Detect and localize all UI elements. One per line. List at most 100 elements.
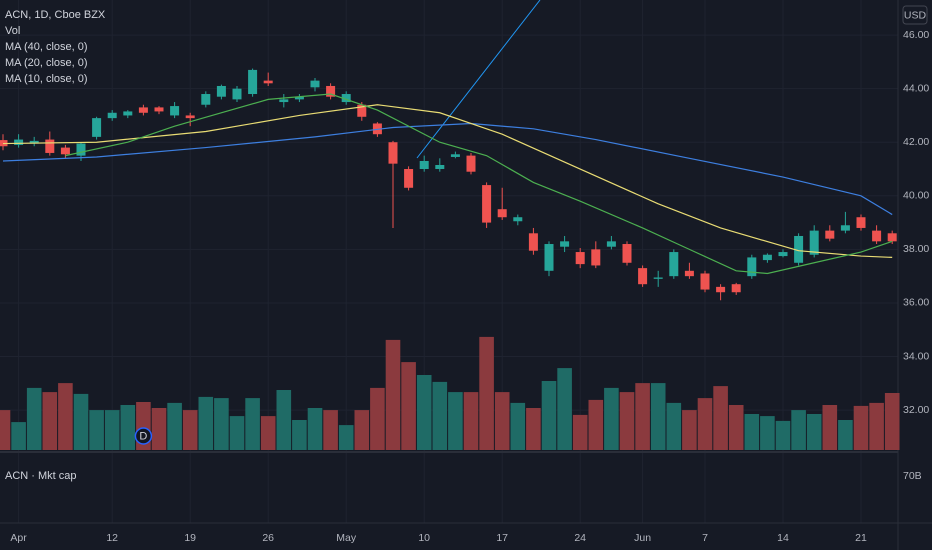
candle-body <box>263 80 273 84</box>
candle-body <box>887 233 897 242</box>
event-marker[interactable] <box>134 427 153 445</box>
candle-body <box>45 139 55 153</box>
candle-body <box>466 155 476 172</box>
volume-bar <box>682 410 697 450</box>
candle-body <box>560 241 570 247</box>
y-tick-label: 32.00 <box>903 404 929 416</box>
volume-legend[interactable]: Vol <box>5 25 20 37</box>
x-tick-label: Jun <box>634 532 651 544</box>
candle-body <box>185 115 195 119</box>
volume-bar <box>822 405 838 450</box>
volume-bar <box>494 392 510 450</box>
volume-bar <box>463 392 479 450</box>
x-tick-label: 19 <box>184 532 196 544</box>
candle-body <box>232 88 242 100</box>
candle-body <box>528 233 538 251</box>
candle-body <box>92 118 102 137</box>
volume-bar <box>416 375 432 450</box>
currency: USD <box>904 9 927 21</box>
volume-bar <box>11 422 26 450</box>
candle-body <box>747 257 757 277</box>
y-tick-label: 40.00 <box>903 190 929 202</box>
candle-body <box>294 96 304 100</box>
x-tick-label: Apr <box>10 532 27 544</box>
volume-bar <box>775 420 791 450</box>
lower-pane-label[interactable]: ACN · Mkt cap <box>5 470 77 482</box>
volume-bar <box>292 420 307 450</box>
volume-bar <box>26 387 42 450</box>
candle-body <box>14 139 24 145</box>
x-tick-label: 12 <box>106 532 118 544</box>
volume-bar <box>338 425 354 450</box>
volume-bar <box>260 416 276 450</box>
candle-body <box>138 107 148 113</box>
candle-body <box>310 80 320 88</box>
y-tick-label: 36.00 <box>903 297 929 309</box>
ma-legend[interactable]: MA (40, close, 0) <box>5 41 88 53</box>
candle-body <box>435 165 445 170</box>
candle-body <box>154 107 164 112</box>
x-tick-label: 21 <box>855 532 867 544</box>
candle-body <box>170 106 180 116</box>
volume-bar <box>198 396 214 450</box>
volume-bar <box>323 410 338 450</box>
candle-body <box>341 94 351 103</box>
volume-bar <box>760 416 775 450</box>
ma-line <box>65 93 893 275</box>
volume-bar <box>572 414 588 450</box>
candle-body <box>419 160 429 170</box>
candle-body <box>76 143 86 156</box>
volume-bar <box>697 398 713 450</box>
candle-body <box>404 169 414 188</box>
volume-bar <box>728 405 744 450</box>
candle-body <box>778 252 788 257</box>
candle-body <box>326 85 336 97</box>
x-tick-label: 7 <box>702 532 708 544</box>
candle-body <box>544 244 554 271</box>
volume-bar <box>167 402 182 450</box>
volume-bar <box>448 392 463 450</box>
y-tick-label: 34.00 <box>903 350 929 362</box>
volume-bar <box>42 392 58 450</box>
symbol-title[interactable]: ACN, 1D, Cboe BZX <box>5 9 106 21</box>
candle-body <box>653 277 663 279</box>
currency-box[interactable] <box>902 5 928 25</box>
candle-body <box>450 154 460 157</box>
volume-bar <box>557 368 572 450</box>
candle-body <box>856 217 866 228</box>
candle-body <box>279 99 289 103</box>
volume-bar <box>245 398 260 450</box>
volume-bar <box>791 410 806 450</box>
candle-body <box>622 244 632 263</box>
volume-bar <box>541 381 557 450</box>
trend-line-drawing[interactable] <box>416 0 541 159</box>
candle-body <box>684 270 694 277</box>
volume-bar <box>884 393 900 450</box>
y-tick-label: 42.00 <box>903 136 929 148</box>
candle-body <box>107 112 117 119</box>
volume-bar <box>73 393 89 450</box>
ma-legend[interactable]: MA (20, close, 0) <box>5 57 88 69</box>
volume-bar <box>479 336 494 450</box>
volume-bar <box>354 410 370 450</box>
y-tick-label: 46.00 <box>903 29 929 41</box>
candle-body <box>201 94 211 105</box>
volume-bar <box>838 420 853 450</box>
candle-body <box>575 252 585 265</box>
volume-bar <box>510 402 526 450</box>
volume-bar <box>853 405 869 450</box>
x-tick-label: 24 <box>574 532 586 544</box>
candle-body <box>700 273 710 290</box>
event-label: D <box>139 430 147 442</box>
ma-legend[interactable]: MA (10, close, 0) <box>5 73 88 85</box>
volume-bar <box>229 416 245 450</box>
candle-body <box>606 241 616 247</box>
volume-bar <box>58 383 73 450</box>
candle-body <box>248 69 258 95</box>
volume-bar <box>666 402 682 450</box>
volume-bar <box>432 381 448 450</box>
candle-body <box>872 230 882 242</box>
volume-bar <box>635 383 650 450</box>
candle-body <box>591 249 601 266</box>
volume-bar <box>120 405 136 450</box>
